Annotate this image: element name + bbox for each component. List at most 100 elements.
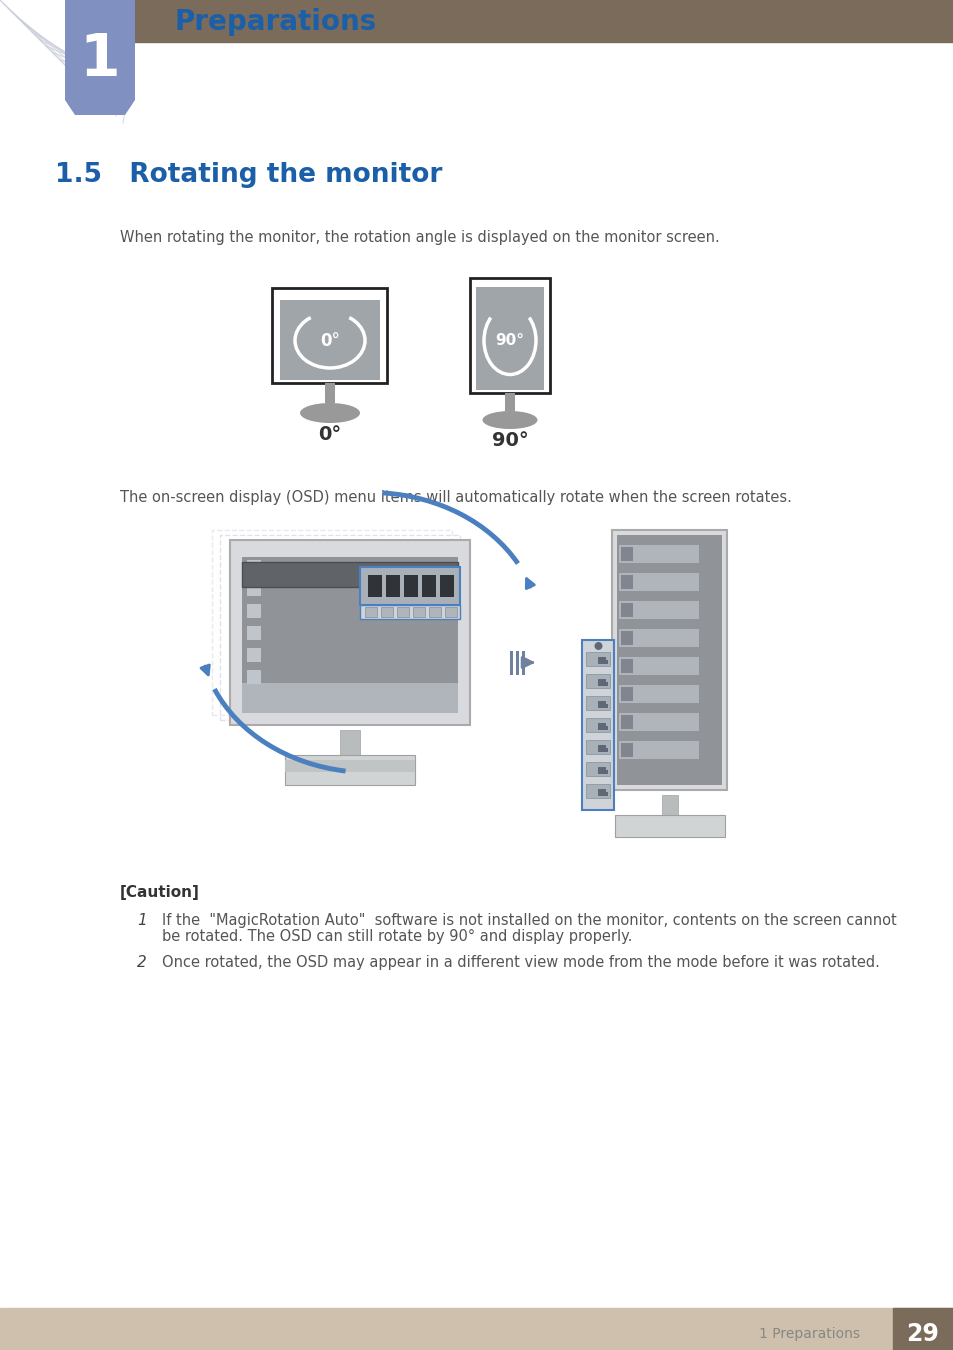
Bar [413, 608, 424, 617]
Text: 1 Preparations: 1 Preparations [759, 1327, 859, 1341]
Bar [620, 687, 633, 701]
Bar [247, 626, 261, 640]
Bar [280, 300, 379, 379]
Bar [242, 683, 457, 713]
Polygon shape [65, 0, 135, 115]
Bar [273, 288, 387, 383]
Bar [242, 558, 457, 713]
Bar [510, 651, 513, 675]
Bar [403, 575, 417, 597]
Bar [598, 703, 608, 707]
Bar [586, 761, 610, 776]
Bar [620, 575, 633, 589]
Bar [618, 657, 699, 675]
Bar [247, 648, 261, 662]
Bar [242, 720, 457, 876]
Bar [586, 718, 610, 732]
Text: 90°: 90° [491, 432, 528, 451]
Bar [339, 730, 359, 765]
Bar [325, 383, 335, 404]
Bar [620, 603, 633, 617]
Bar [620, 630, 633, 645]
Bar [359, 605, 459, 620]
Text: Preparations: Preparations [174, 8, 376, 36]
Bar [504, 393, 515, 410]
Text: 2: 2 [137, 954, 147, 971]
Bar [368, 575, 381, 597]
Text: 1: 1 [137, 913, 147, 927]
Bar [598, 724, 606, 726]
Bar [617, 535, 721, 784]
Bar [429, 608, 440, 617]
Bar [586, 674, 610, 688]
Bar [521, 651, 524, 675]
Bar [247, 582, 261, 595]
Bar [582, 640, 614, 810]
Bar [598, 660, 608, 664]
Text: 1.5   Rotating the monitor: 1.5 Rotating the monitor [55, 162, 442, 188]
Bar [618, 713, 699, 730]
Text: If the  "MagicRotation Auto"  software is not installed on the monitor, contents: If the "MagicRotation Auto" software is … [162, 913, 896, 927]
Bar [892, 1308, 953, 1350]
Bar [230, 540, 470, 725]
Bar [598, 788, 606, 792]
Text: 29: 29 [905, 1322, 939, 1346]
Bar [386, 575, 399, 597]
Bar [618, 741, 699, 759]
Bar [598, 748, 608, 752]
Bar [439, 575, 454, 597]
Bar [598, 701, 606, 703]
Text: [Caution]: [Caution] [120, 886, 200, 900]
Bar [620, 743, 633, 757]
Bar [598, 767, 606, 770]
Bar [661, 795, 678, 819]
Bar [247, 603, 261, 618]
Bar [365, 608, 376, 617]
Bar [470, 278, 550, 393]
Bar [242, 562, 457, 587]
Bar [612, 531, 727, 790]
Text: The on-screen display (OSD) menu items will automatically rotate when the screen: The on-screen display (OSD) menu items w… [120, 490, 791, 505]
Bar [598, 792, 608, 796]
Bar [598, 657, 606, 660]
Bar [247, 560, 261, 574]
Bar [516, 651, 518, 675]
Bar [618, 629, 699, 647]
Bar [285, 755, 415, 784]
Text: 90°: 90° [495, 333, 524, 348]
Bar [586, 784, 610, 798]
Bar [380, 608, 393, 617]
Bar [476, 288, 543, 390]
Bar [620, 547, 633, 562]
Text: 0°: 0° [318, 425, 341, 444]
Bar [598, 769, 608, 774]
Bar [247, 670, 261, 684]
Bar [212, 531, 452, 716]
Bar [586, 652, 610, 666]
Bar [618, 684, 699, 703]
Bar [618, 572, 699, 591]
Bar [618, 545, 699, 563]
Bar [396, 608, 409, 617]
Bar [359, 567, 459, 605]
Bar [586, 697, 610, 710]
Bar [615, 815, 724, 837]
Bar [618, 601, 699, 620]
Bar [598, 745, 606, 748]
Circle shape [594, 643, 602, 649]
Bar [285, 760, 415, 772]
Text: 0°: 0° [319, 332, 339, 350]
Bar [421, 575, 436, 597]
Bar [444, 608, 456, 617]
Ellipse shape [299, 404, 359, 423]
Bar [130, 0, 953, 42]
Bar [598, 679, 606, 682]
Bar [598, 682, 608, 686]
Bar [0, 1308, 953, 1350]
Ellipse shape [482, 410, 537, 429]
Bar [620, 659, 633, 674]
Bar [620, 716, 633, 729]
Text: 1: 1 [80, 31, 120, 89]
Text: be rotated. The OSD can still rotate by 90° and display properly.: be rotated. The OSD can still rotate by … [162, 929, 632, 944]
Bar [586, 740, 610, 755]
